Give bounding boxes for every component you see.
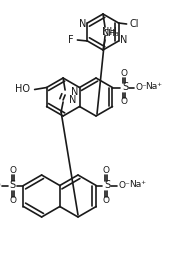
Text: Cl: Cl [130, 19, 139, 29]
Text: S: S [104, 181, 110, 190]
Text: ⁻O: ⁻O [0, 181, 1, 190]
Text: N: N [69, 95, 77, 105]
Text: Na⁺: Na⁺ [129, 180, 146, 189]
Text: O: O [121, 97, 128, 106]
Text: S: S [9, 181, 15, 190]
Text: F: F [68, 35, 73, 45]
Text: O: O [103, 196, 110, 205]
Text: N: N [120, 35, 127, 45]
Text: Na⁺: Na⁺ [145, 82, 162, 91]
Text: CH₃: CH₃ [103, 29, 119, 39]
Text: O: O [10, 196, 17, 205]
Text: O: O [103, 166, 110, 175]
Text: O⁻: O⁻ [118, 181, 130, 190]
Text: O: O [121, 69, 128, 78]
Text: O: O [10, 166, 17, 175]
Text: N: N [71, 87, 78, 97]
Text: NH: NH [102, 27, 116, 37]
Text: HO: HO [15, 85, 30, 95]
Text: N: N [79, 19, 86, 29]
Text: O⁻: O⁻ [136, 83, 147, 92]
Text: S: S [122, 83, 128, 92]
